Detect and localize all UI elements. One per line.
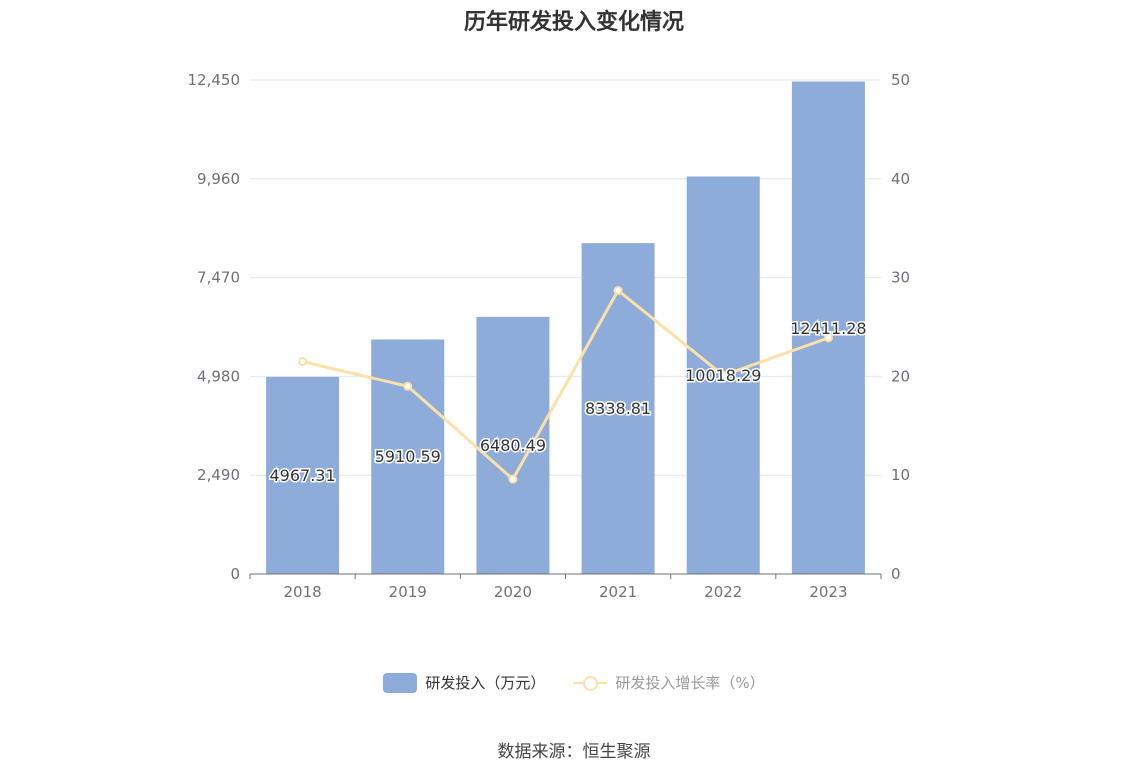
y-right-tick-label: 10 (891, 466, 910, 484)
bar (266, 376, 340, 574)
y-left-tick-label: 0 (230, 565, 240, 583)
legend-item-line[interactable]: 研发投入增长率（%） (573, 672, 765, 693)
y-left-tick-label: 12,450 (188, 71, 241, 89)
source-text: 数据来源：恒生聚源 (497, 742, 651, 762)
y-left-tick-label: 4,980 (197, 367, 240, 385)
y-left-tick-label: 9,960 (197, 170, 240, 188)
x-tick-label: 2019 (389, 583, 427, 601)
legend-label-bar: 研发投入（万元） (425, 674, 546, 692)
bar-data-label: 5910.59 (375, 447, 441, 466)
growth-point (613, 285, 623, 295)
bar-data-label: 6480.49 (480, 436, 546, 455)
y-right-tick-label: 20 (891, 367, 910, 385)
bar-data-label: 4967.31 (269, 466, 335, 485)
x-tick-label: 2021 (599, 583, 637, 601)
growth-point (718, 370, 728, 380)
growth-point (508, 474, 518, 484)
y-right-tick-label: 0 (891, 565, 901, 583)
x-tick-label: 2023 (809, 583, 847, 601)
x-tick-label: 2020 (494, 583, 532, 601)
growth-point (403, 381, 413, 391)
chart-title: 历年研发投入变化情况 (463, 10, 684, 35)
bar (476, 316, 550, 574)
bar (371, 339, 445, 574)
growth-point (823, 333, 833, 343)
legend-bar-swatch (383, 672, 418, 693)
bar-data-label: 8338.81 (585, 399, 651, 418)
bar-data-label: 10018.29 (685, 366, 761, 385)
y-left-tick-label: 2,490 (197, 466, 240, 484)
x-tick-label: 2018 (283, 583, 321, 601)
legend-item-bar[interactable]: 研发投入（万元） (383, 672, 545, 693)
legend-line-swatch (573, 673, 608, 693)
bar (791, 81, 865, 574)
growth-line (302, 288, 829, 482)
y-left-tick-label: 7,470 (197, 269, 240, 287)
y-right-tick-label: 30 (891, 269, 910, 287)
legend-label-line: 研发投入增长率（%） (615, 674, 765, 692)
bar (581, 243, 655, 574)
chart-legend: 研发投入（万元） 研发投入增长率（%） (0, 672, 1148, 693)
growth-point (298, 357, 308, 367)
y-right-tick-label: 40 (891, 170, 910, 188)
bar-data-label: 12411.28 (790, 319, 866, 338)
y-right-tick-label: 50 (891, 71, 910, 89)
x-tick-label: 2022 (704, 583, 742, 601)
